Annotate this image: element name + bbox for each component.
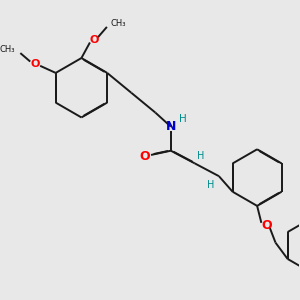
Text: CH₃: CH₃ bbox=[110, 19, 126, 28]
Text: N: N bbox=[166, 120, 176, 133]
Text: O: O bbox=[140, 150, 150, 163]
Text: H: H bbox=[179, 114, 187, 124]
Text: O: O bbox=[89, 34, 99, 45]
Text: O: O bbox=[261, 219, 272, 232]
Text: H: H bbox=[207, 180, 215, 190]
Text: CH₃: CH₃ bbox=[0, 45, 15, 54]
Text: H: H bbox=[197, 151, 205, 160]
Text: O: O bbox=[30, 58, 40, 69]
